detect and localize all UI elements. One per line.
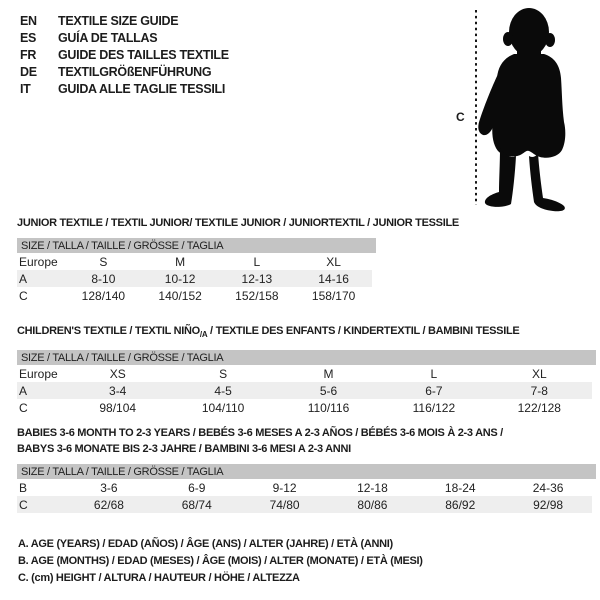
size-header-bar: SIZE / TALLA / TAILLE / GRÖSSE / TAGLIA [17, 238, 376, 253]
note-c: C. (cm) HEIGHT / ALTURA / HAUTEUR / HÖHE… [18, 572, 300, 584]
cell: 104/110 [201, 400, 245, 415]
childrens-textile-section: CHILDREN'S TEXTILE / TEXTIL NIÑO/A / TEX… [17, 325, 596, 416]
title-text: / TEXTILE DES ENFANTS / KINDERTEXTIL / B… [207, 325, 520, 337]
cell: 92/98 [533, 497, 564, 512]
language-row-fr: FR GUIDE DES TAILLES TEXTILE [20, 46, 229, 63]
language-code: FR [20, 47, 37, 62]
cell: 3-6 [100, 480, 118, 495]
cell: 6-9 [188, 480, 206, 495]
junior-textile-section: JUNIOR TEXTILE / TEXTIL JUNIOR/ TEXTILE … [17, 217, 459, 304]
table-row-europe: Europe XS S M L XL [17, 365, 592, 382]
note-a: A. AGE (YEARS) / EDAD (AÑOS) / ÂGE (ANS)… [18, 538, 393, 550]
cell: 116/122 [412, 400, 456, 415]
cell: 10-12 [164, 271, 196, 286]
cell: XS [109, 366, 126, 381]
language-label: TEXTILGRÖßENFÜHRUNG [58, 64, 212, 79]
table-row-europe: Europe S M L XL [17, 253, 372, 270]
cell: 4-5 [214, 383, 232, 398]
cell: 14-16 [318, 271, 349, 286]
language-label: GUIDE DES TAILLES TEXTILE [58, 47, 229, 62]
cell: 110/116 [307, 400, 350, 415]
row-label: B [19, 480, 28, 495]
language-row-en: EN TEXTILE SIZE GUIDE [20, 12, 229, 29]
title-line-2: BABYS 3-6 MONATE BIS 2-3 JAHRE / BAMBINI… [17, 443, 351, 455]
cell: 74/80 [269, 497, 300, 512]
row-label: C [19, 400, 28, 415]
cell: 86/92 [445, 497, 476, 512]
toddler-silhouette-figure [475, 8, 566, 212]
note-b: B. AGE (MONTHS) / EDAD (MESES) / ÂGE (MO… [18, 555, 423, 567]
row-label: Europe [19, 254, 58, 269]
cell: 12-18 [357, 480, 388, 495]
cell: 122/128 [517, 400, 561, 415]
cell: XL [531, 366, 547, 381]
language-code: IT [20, 81, 31, 96]
title-text: CHILDREN'S TEXTILE / TEXTIL NIÑO [17, 325, 200, 337]
cell: S [219, 366, 228, 381]
language-label: GUÍA DE TALLAS [58, 30, 158, 45]
cell: 7-8 [530, 383, 548, 398]
junior-table-title: JUNIOR TEXTILE / TEXTIL JUNIOR/ TEXTILE … [17, 217, 459, 229]
title-line-1: BABIES 3-6 MONTH TO 2-3 YEARS / BEBÉS 3-… [17, 427, 503, 439]
cell: 5-6 [319, 383, 338, 398]
cell: 12-13 [241, 271, 273, 286]
cell: 8-10 [91, 271, 116, 286]
table-row-c: C 98/104 104/110 110/116 116/122 122/128 [17, 399, 592, 416]
cell: 24-36 [532, 480, 564, 495]
cell: 98/104 [99, 400, 137, 415]
title-subscript: /A [199, 330, 208, 340]
cell: 68/74 [181, 497, 212, 512]
cell: L [253, 254, 261, 269]
cell: 3-4 [109, 383, 127, 398]
language-label: TEXTILE SIZE GUIDE [58, 13, 179, 28]
language-code: ES [20, 30, 37, 45]
babies-table-title: BABIES 3-6 MONTH TO 2-3 YEARS / BEBÉS 3-… [17, 425, 596, 457]
height-measure-label: C [456, 110, 465, 124]
table-row-c: C 128/140 140/152 152/158 158/170 [17, 287, 372, 304]
cell: 140/152 [158, 288, 202, 303]
childrens-table-title: CHILDREN'S TEXTILE / TEXTIL NIÑO/A / TEX… [17, 325, 596, 341]
row-label: C [19, 288, 28, 303]
language-row-de: DE TEXTILGRÖßENFÜHRUNG [20, 63, 229, 80]
cell: M [175, 254, 186, 269]
language-code: EN [20, 13, 37, 28]
cell: 62/68 [93, 497, 124, 512]
cell: 152/158 [235, 288, 279, 303]
language-row-es: ES GUÍA DE TALLAS [20, 29, 229, 46]
cell: M [323, 366, 334, 381]
cell: 158/170 [311, 288, 356, 303]
cell: 18-24 [444, 480, 476, 495]
row-label: A [19, 383, 28, 398]
table-row-c: C 62/68 68/74 74/80 80/86 86/92 92/98 [17, 496, 592, 513]
cell: 80/86 [357, 497, 388, 512]
toddler-silhouette [478, 8, 566, 212]
table-row-a: A 3-4 4-5 5-6 6-7 7-8 [17, 382, 592, 400]
cell: 6-7 [425, 383, 443, 398]
legend-notes: A. AGE (YEARS) / EDAD (AÑOS) / ÂGE (ANS)… [18, 536, 423, 587]
language-list: EN TEXTILE SIZE GUIDE ES GUÍA DE TALLAS … [20, 12, 229, 97]
row-label: A [19, 271, 28, 286]
cell: S [99, 254, 108, 269]
language-code: DE [20, 64, 37, 79]
row-label: Europe [19, 366, 58, 381]
row-label: C [19, 497, 28, 512]
size-header-bar: SIZE / TALLA / TAILLE / GRÖSSE / TAGLIA [17, 464, 596, 479]
cell: 9-12 [272, 480, 297, 495]
cell: L [430, 366, 438, 381]
table-row-b: B 3-6 6-9 9-12 12-18 18-24 24-36 [17, 479, 592, 496]
cell: 128/140 [81, 288, 126, 303]
language-row-it: IT GUIDA ALLE TAGLIE TESSILI [20, 80, 229, 97]
cell: XL [326, 254, 341, 269]
language-label: GUIDA ALLE TAGLIE TESSILI [58, 81, 226, 96]
table-row-a: A 8-10 10-12 12-13 14-16 [17, 270, 372, 287]
size-header-bar: SIZE / TALLA / TAILLE / GRÖSSE / TAGLIA [17, 350, 596, 366]
babies-textile-section: BABIES 3-6 MONTH TO 2-3 YEARS / BEBÉS 3-… [17, 425, 596, 513]
